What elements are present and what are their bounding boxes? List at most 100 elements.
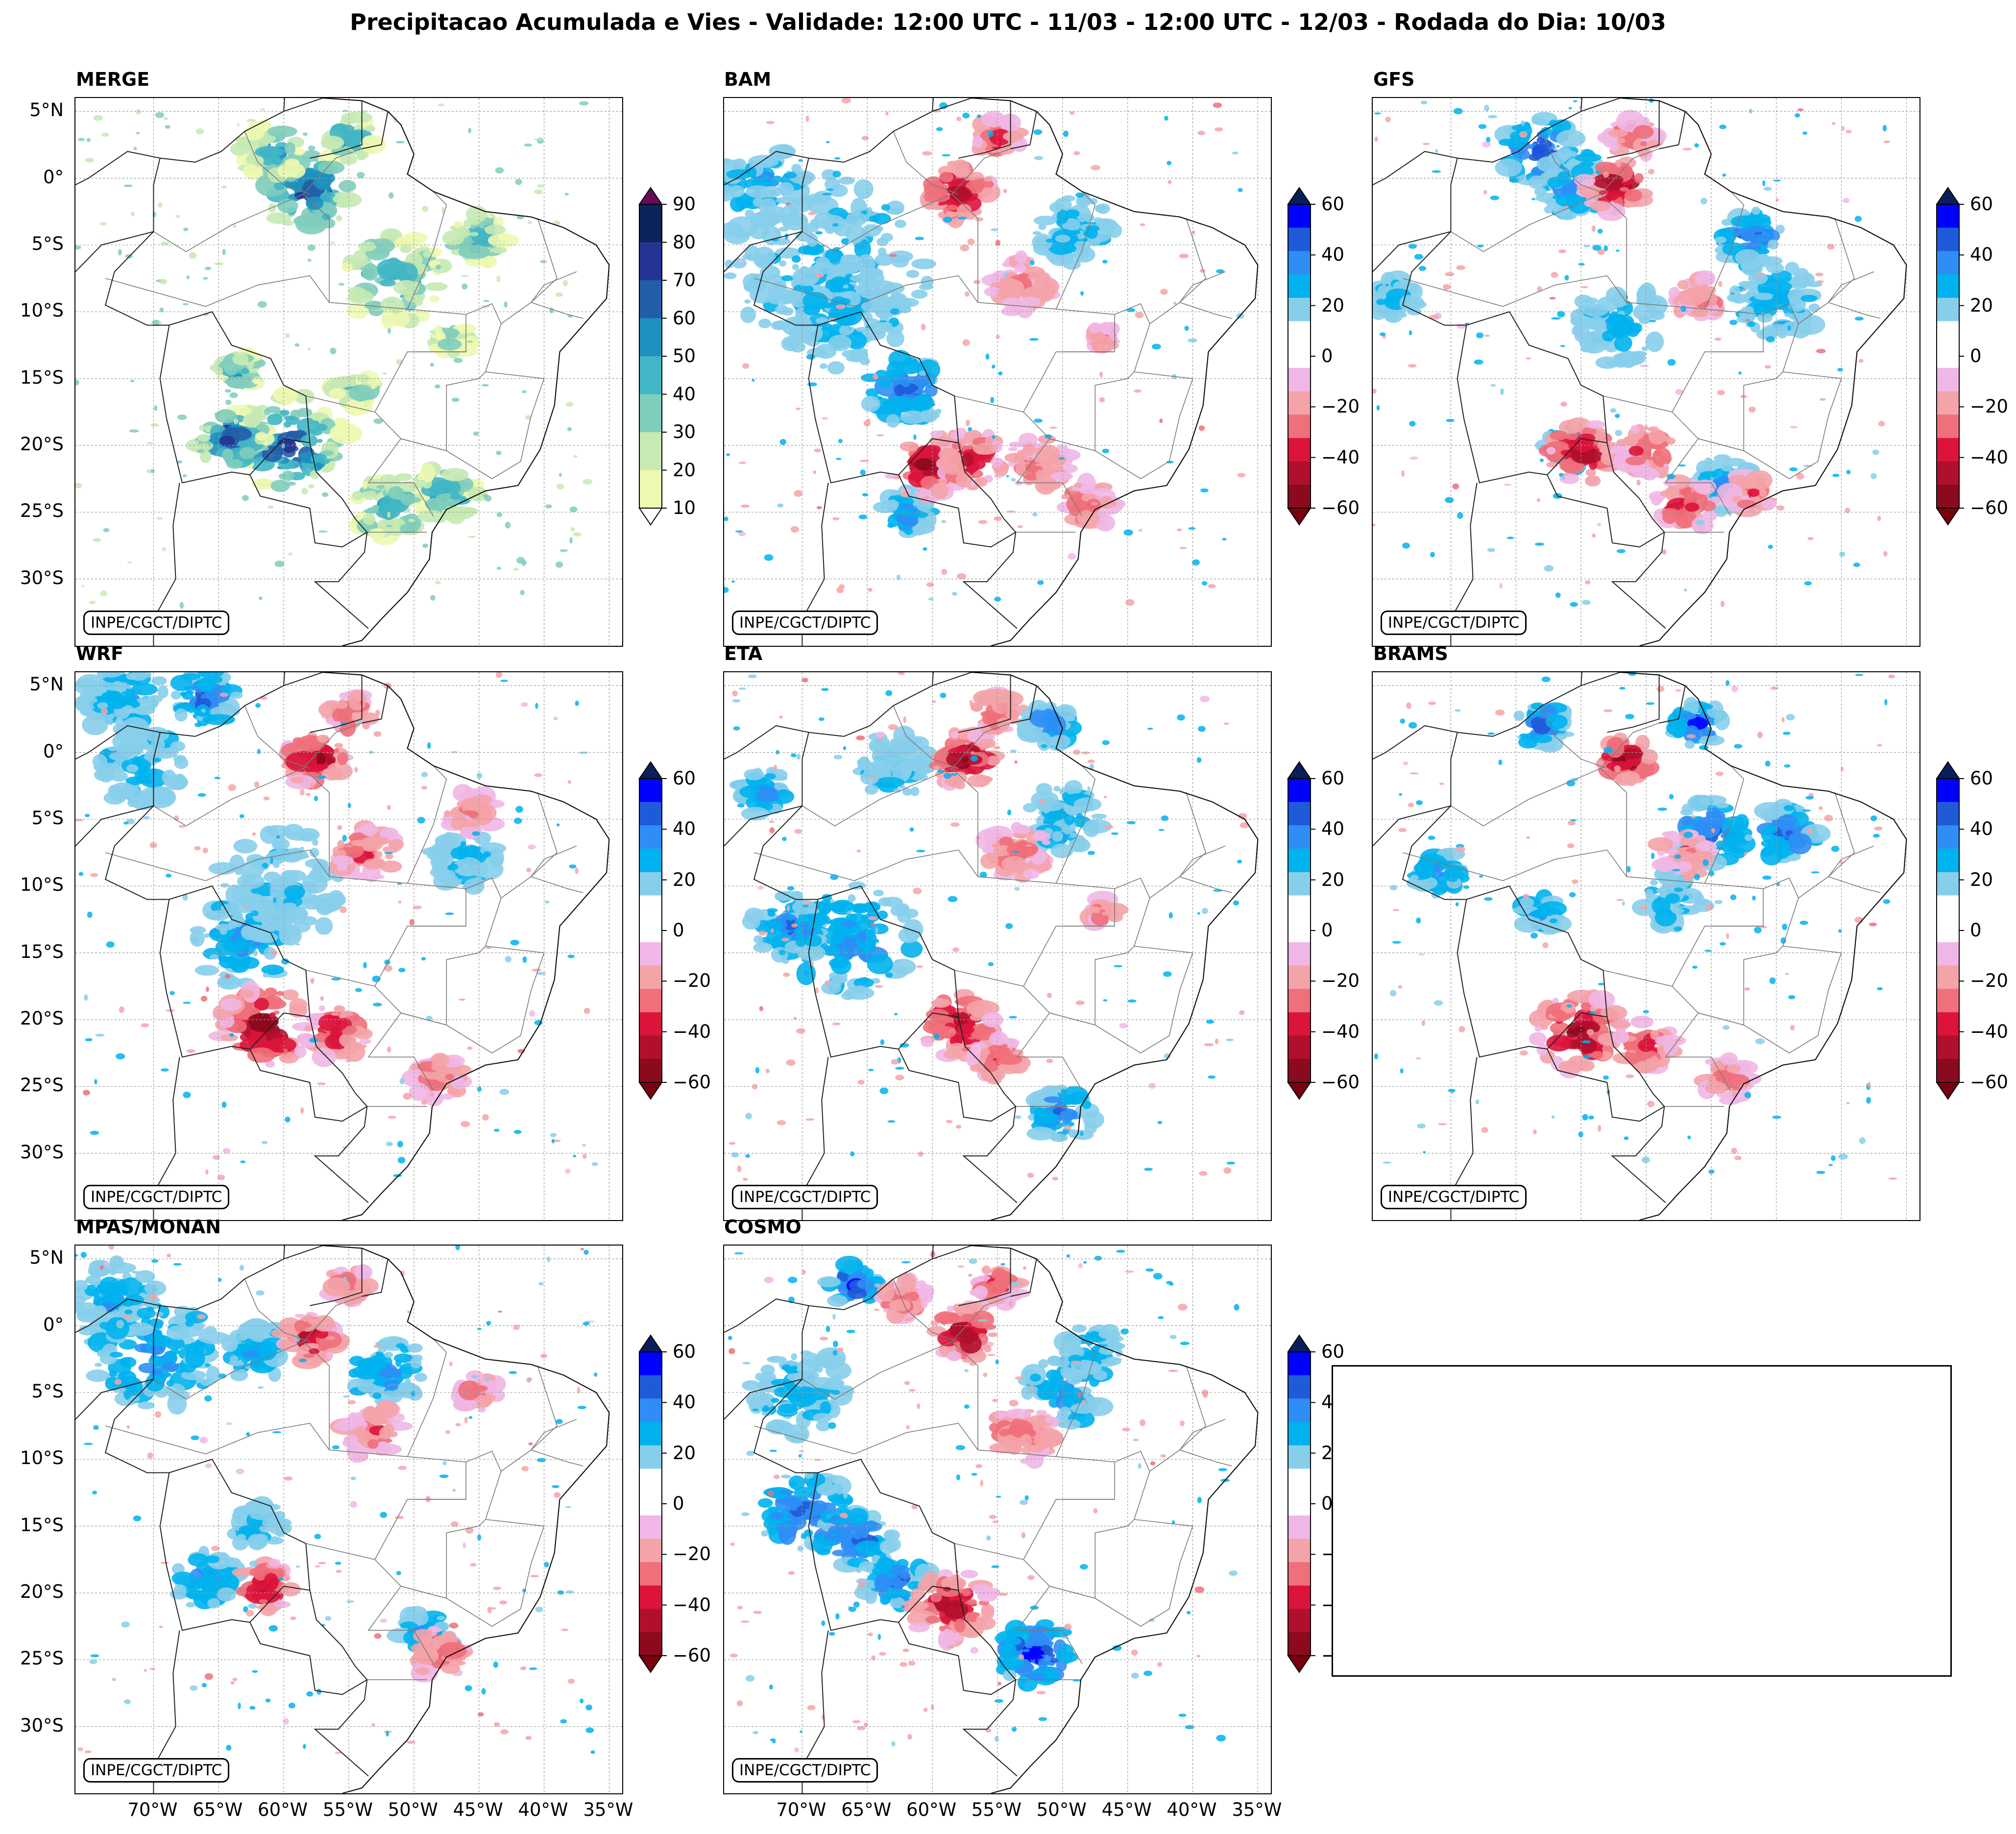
colorbar-segment [1288, 344, 1311, 368]
field-speckle [387, 805, 391, 810]
field-speckle [1534, 542, 1545, 546]
field-cell [839, 311, 856, 325]
field-speckle [1226, 1038, 1234, 1041]
field-speckle [102, 749, 111, 756]
field-cell [75, 695, 98, 710]
field-speckle [177, 415, 187, 420]
colorbar-graphic [1287, 187, 1315, 526]
field-speckle [1442, 284, 1451, 290]
field-speckle [913, 434, 917, 440]
field-speckle [186, 1049, 195, 1053]
field-speckle [1029, 338, 1039, 341]
field-speckle [1802, 131, 1808, 135]
field-cell [900, 512, 913, 517]
field-cell [827, 361, 845, 375]
field-cell [1754, 293, 1774, 300]
field-cell [880, 233, 893, 242]
field-speckle [779, 439, 787, 445]
field-speckle [307, 245, 316, 251]
field-cell [1556, 147, 1573, 160]
field-speckle [484, 495, 492, 502]
field-cell [753, 197, 763, 207]
field-cell [453, 323, 477, 334]
field-cell [899, 359, 922, 374]
colorbar-tick-label: 30 [673, 421, 696, 442]
field-speckle [919, 370, 926, 376]
field-cell [1572, 325, 1584, 337]
field-speckle [1610, 408, 1617, 413]
field-speckle [155, 112, 165, 118]
field-cell [978, 738, 996, 749]
field-speckle [1102, 740, 1110, 745]
field-speckle [1680, 305, 1686, 312]
field-speckle [1639, 365, 1649, 367]
field-cell [1637, 147, 1650, 158]
field-cell [136, 758, 144, 765]
field-speckle [1487, 115, 1498, 119]
field-cell [277, 162, 306, 179]
field-cell [898, 927, 920, 943]
field-speckle [260, 108, 266, 111]
field-speckle [1845, 508, 1850, 514]
field-cell [972, 136, 983, 148]
field-speckle [1164, 1053, 1171, 1059]
field-cell [343, 1041, 365, 1062]
field-speckle [836, 587, 844, 593]
field-speckle [1882, 124, 1887, 132]
field-cell [1032, 231, 1041, 235]
field-speckle [90, 1130, 99, 1135]
field-cell [805, 193, 829, 204]
field-speckle [468, 128, 472, 133]
map-canvas [75, 672, 622, 1220]
field-speckle [895, 1067, 904, 1070]
field-cell [263, 973, 269, 978]
field-speckle [1597, 248, 1605, 255]
field-speckle [1648, 169, 1654, 174]
lat-tick-label: 0° [43, 740, 64, 762]
field-speckle [331, 1013, 340, 1016]
field-speckle [308, 484, 315, 489]
field-cell [1760, 499, 1777, 509]
field-speckle [1125, 599, 1135, 606]
field-speckle [1080, 291, 1084, 296]
field-cell [318, 1005, 325, 1011]
field-speckle [1032, 512, 1038, 517]
field-speckle [1014, 887, 1020, 891]
field-cell [195, 678, 214, 691]
field-cell [468, 810, 479, 818]
field-cell [151, 676, 167, 685]
field-speckle [859, 460, 870, 462]
field-speckle [877, 737, 884, 740]
field-cell [900, 940, 923, 958]
field-cell [284, 870, 306, 882]
field-speckle [858, 514, 868, 519]
colorbar-tick-label: 20 [1321, 294, 1345, 316]
field-cell [729, 196, 746, 212]
colorbar-gfs: 60 40 20 0 −20 −40 −60 [1932, 185, 2016, 557]
field-cell [1714, 504, 1728, 517]
field-speckle [100, 590, 107, 596]
field-speckle [166, 1009, 175, 1012]
field-speckle [243, 905, 248, 909]
field-cell [337, 752, 348, 765]
field-speckle [1747, 321, 1756, 327]
field-cell [825, 249, 842, 262]
field-cell [853, 985, 866, 994]
field-speckle [1504, 484, 1512, 486]
field-cell [774, 891, 790, 902]
field-cell [938, 453, 968, 475]
field-speckle [421, 786, 428, 790]
field-speckle [1841, 126, 1845, 131]
field-cell [248, 411, 263, 425]
field-cell [845, 265, 858, 273]
field-speckle [294, 343, 300, 347]
field-cell [1544, 205, 1554, 214]
field-speckle [1592, 533, 1596, 538]
field-cell [417, 473, 425, 481]
field-speckle [1446, 418, 1455, 422]
field-speckle [952, 591, 957, 596]
field-speckle [160, 241, 170, 246]
field-speckle [94, 1079, 97, 1085]
field-cell [901, 380, 910, 388]
field-cell [332, 855, 354, 866]
